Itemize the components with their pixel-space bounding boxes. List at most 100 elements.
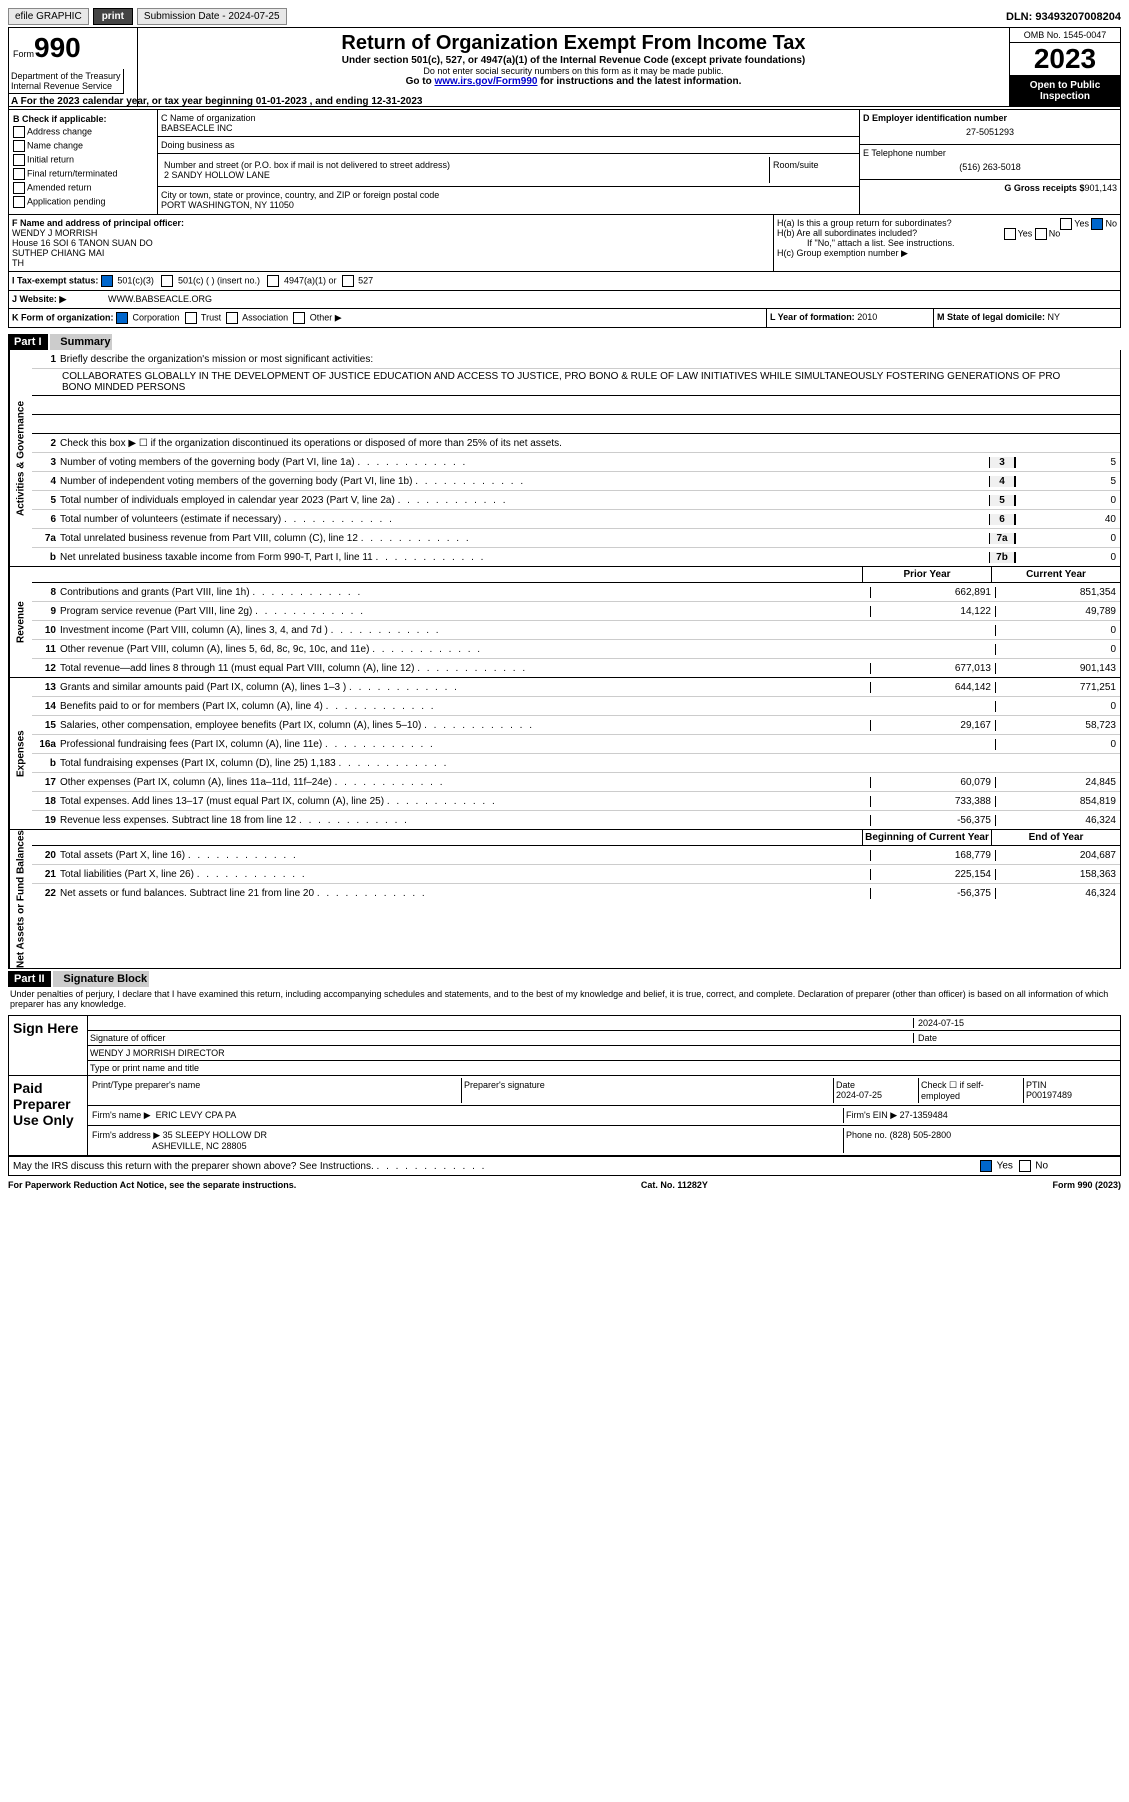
officer-addr2: SUTHEP CHIANG MAI [12,248,770,258]
line-7a: 7aTotal unrelated business revenue from … [32,529,1120,548]
col-prior-year: Prior Year [862,567,991,582]
hb-label: H(b) Are all subordinates included? [777,228,917,238]
ptin-value: P00197489 [1026,1090,1072,1100]
cb-association[interactable] [226,312,238,324]
cb-trust[interactable] [185,312,197,324]
firm-name: ERIC LEVY CPA PA [156,1110,237,1120]
ein-value: 27-5051293 [863,123,1117,141]
officer-addr1: House 16 SOI 6 TANON SUAN DO [12,238,770,248]
street-address: 2 SANDY HOLLOW LANE [164,170,766,180]
line-b: bNet unrelated business taxable income f… [32,548,1120,566]
cb-final-return[interactable] [13,168,25,180]
irs-link[interactable]: www.irs.gov/Form990 [434,76,537,87]
section-bcd: B Check if applicable: Address change Na… [8,110,1121,215]
cb-discuss-no[interactable] [1019,1160,1031,1172]
row-j: J Website: ▶ WWW.BABSEACLE.ORG [8,291,1121,309]
part2-header: Part II [8,971,51,987]
dln: DLN: 93493207008204 [1006,11,1121,23]
form-org-label: K Form of organization: [12,312,114,322]
sig-type-label: Type or print name and title [90,1063,199,1073]
prep-date: 2024-07-25 [836,1090,882,1100]
firm-ein: 27-1359484 [900,1110,948,1120]
cb-ha-no[interactable] [1091,218,1103,230]
sign-here-label: Sign Here [9,1016,88,1075]
dba-label: Doing business as [161,140,856,150]
cb-discuss-yes[interactable] [980,1160,992,1172]
sig-date: 2024-07-15 [913,1018,1118,1028]
line-6: 6Total number of volunteers (estimate if… [32,510,1120,529]
mission-text: COLLABORATES GLOBALLY IN THE DEVELOPMENT… [32,369,1120,396]
ssn-note: Do not enter social security numbers on … [142,66,1005,76]
row-i: I Tax-exempt status: 501(c)(3) 501(c) ( … [8,272,1121,291]
line-17: 17Other expenses (Part IX, column (A), l… [32,773,1120,792]
cb-address-change[interactable] [13,126,25,138]
cb-initial-return[interactable] [13,154,25,166]
officer-name: WENDY J MORRISH [12,228,770,238]
governance-section: Activities & Governance 1Briefly describ… [8,350,1121,567]
officer-label: F Name and address of principal officer: [12,218,770,228]
hb-note: If "No," attach a list. See instructions… [777,238,1117,248]
efile-label: efile GRAPHIC [8,8,89,25]
footer-left: For Paperwork Reduction Act Notice, see … [8,1180,296,1190]
cb-name-change[interactable] [13,140,25,152]
footer-right: Form 990 (2023) [1052,1180,1121,1190]
firm-addr2: ASHEVILLE, NC 28805 [152,1141,247,1151]
tax-year: 2023 [1010,43,1120,76]
ein-label: D Employer identification number [863,113,1117,123]
col-begin-year: Beginning of Current Year [862,830,991,845]
top-toolbar: efile GRAPHIC print Submission Date - 20… [8,8,1121,25]
cb-hb-no[interactable] [1035,228,1047,240]
org-name-label: C Name of organization [161,113,856,123]
room-suite: Room/suite [770,157,856,183]
firm-phone: (828) 505-2800 [890,1130,952,1140]
print-button[interactable]: print [93,8,133,25]
cb-other[interactable] [293,312,305,324]
year-formation: 2010 [857,312,877,322]
form-label: Form [13,49,34,59]
paid-preparer-label: Paid Preparer Use Only [9,1076,88,1155]
line-10: 10Investment income (Part VIII, column (… [32,621,1120,640]
sidebar-expenses: Expenses [9,678,32,829]
form-subtitle: Under section 501(c), 527, or 4947(a)(1)… [142,55,1005,66]
footer-mid: Cat. No. 11282Y [641,1180,708,1190]
penalty-text: Under penalties of perjury, I declare th… [8,987,1121,1011]
city-label: City or town, state or province, country… [161,190,856,200]
row-fh: F Name and address of principal officer:… [8,215,1121,272]
revenue-section: Revenue Prior YearCurrent Year 8Contribu… [8,567,1121,678]
sidebar-net-assets: Net Assets or Fund Balances [9,830,32,968]
row-k: K Form of organization: Corporation Trus… [8,309,1121,328]
cb-501c[interactable] [161,275,173,287]
line-9: 9Program service revenue (Part VIII, lin… [32,602,1120,621]
line-16a: 16aProfessional fundraising fees (Part I… [32,735,1120,754]
cb-application-pending[interactable] [13,196,25,208]
line-21: 21Total liabilities (Part X, line 26) 22… [32,865,1120,884]
sidebar-revenue: Revenue [9,567,32,677]
cb-501c3[interactable] [101,275,113,287]
cb-4947[interactable] [267,275,279,287]
line-14: 14Benefits paid to or for members (Part … [32,697,1120,716]
tel-value: (516) 263-5018 [863,158,1117,176]
cb-hb-yes[interactable] [1004,228,1016,240]
sig-officer-label: Signature of officer [90,1033,913,1043]
part2-name: Signature Block [53,971,149,987]
line-4: 4Number of independent voting members of… [32,472,1120,491]
line-3: 3Number of voting members of the governi… [32,453,1120,472]
state-domicile-label: M State of legal domicile: [937,312,1048,322]
signature-section: Sign Here 2024-07-15 Signature of office… [8,1015,1121,1157]
goto-prefix: Go to [406,76,435,87]
cb-ha-yes[interactable] [1060,218,1072,230]
cb-527[interactable] [342,275,354,287]
hc-label: H(c) Group exemption number ▶ [777,248,1117,259]
prep-name-label: Print/Type preparer's name [90,1078,462,1103]
part1-header: Part I [8,334,48,350]
line-22: 22Net assets or fund balances. Subtract … [32,884,1120,902]
cb-amended[interactable] [13,182,25,194]
col-b-checkboxes: B Check if applicable: Address change Na… [9,110,158,214]
org-name: BABSEACLE INC [161,123,856,133]
sidebar-governance: Activities & Governance [9,350,32,566]
line-20: 20Total assets (Part X, line 16) 168,779… [32,846,1120,865]
cb-corporation[interactable] [116,312,128,324]
col-d-ein: D Employer identification number 27-5051… [859,110,1120,214]
mission-blank2 [32,415,1120,434]
submission-date: Submission Date - 2024-07-25 [137,8,287,25]
